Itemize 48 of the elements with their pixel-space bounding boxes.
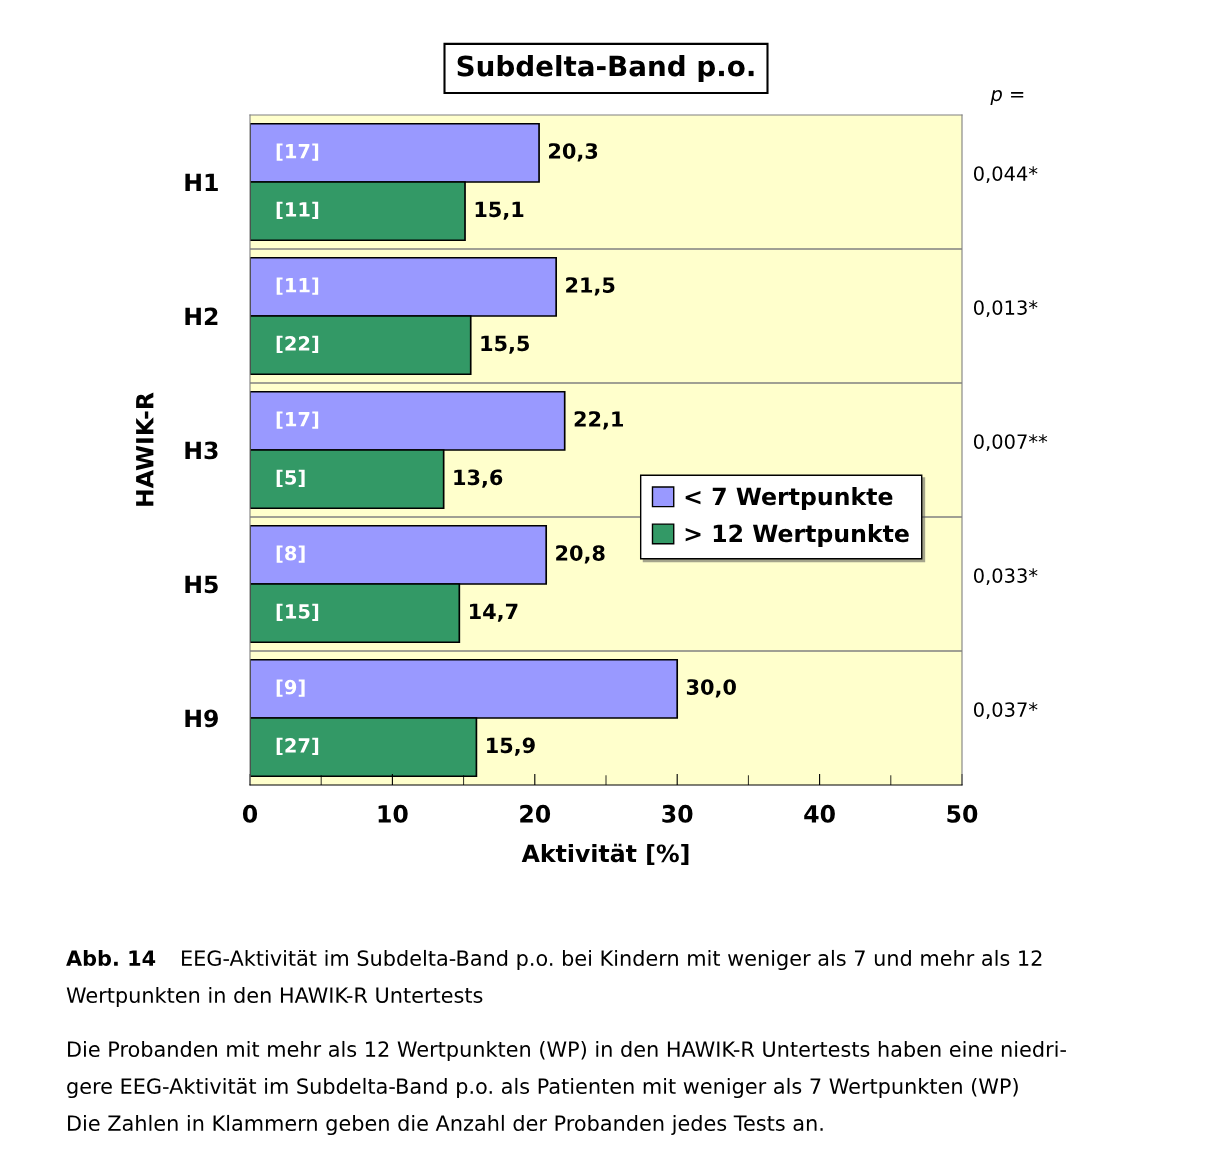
annotation: [27] (276, 737, 319, 756)
y-tick-label: H9 (185, 709, 218, 728)
data-label: 21,5 (566, 277, 615, 296)
text: Wertpunkten in den HAWIK-R Untertests (66, 986, 483, 1008)
text: 0,033* (973, 568, 1038, 585)
x-tick-label: 10 (378, 804, 408, 823)
annotation: [5] (276, 469, 305, 488)
annotation: [9] (276, 679, 305, 697)
data-label: 15,5 (481, 335, 529, 354)
text: 0,044* (973, 166, 1038, 183)
data-label: 15,1 (475, 201, 524, 220)
annotation: [11] (276, 277, 319, 295)
chart-title: Subdelta-Band p.o. (457, 55, 754, 82)
text: Die Zahlen in Klammern geben die Anzahl der Probanden jedes Tests an. (68, 1114, 823, 1136)
data-label: 30,0 (686, 679, 736, 698)
y-tick-label: H2 (185, 307, 218, 325)
x-tick-label: 50 (947, 804, 978, 823)
text: 0,007** (973, 434, 1048, 451)
annotation: [17] (276, 143, 319, 161)
x-tick-label: 0 (242, 804, 258, 823)
y-axis-title: HAWIK-R (136, 392, 154, 506)
text: Die Probanden mit mehr als 12 Wertpunkten (WP) in den HAWIK-R Untertests haben eine niedri- (68, 1040, 1066, 1062)
data-label: 20,8 (556, 545, 605, 564)
data-label: 20,3 (549, 143, 598, 162)
data-label: 14,7 (470, 603, 518, 622)
annotation: [15] (276, 603, 319, 622)
text: EEG-Aktivität im Subdelta-Band p.o. bei Kindern mit weniger als 7 und mehr als 12 (182, 949, 1042, 971)
annotation: [17] (276, 411, 319, 429)
text: gere EEG-Aktivität im Subdelta-Band p.o. als Patienten mit weniger als 7 Wertpunkten (WP) (67, 1077, 1018, 1099)
annotation: [8] (276, 545, 305, 563)
text: 0,037* (973, 702, 1038, 719)
x-tick-label: 40 (804, 804, 835, 823)
x-tick-label: 30 (662, 804, 693, 823)
data-label: 22,1 (574, 411, 624, 430)
annotation: [11] (276, 201, 319, 220)
data-label: 13,6 (454, 469, 503, 488)
text: p = (990, 90, 1024, 105)
x-tick-label: 20 (520, 804, 551, 823)
caption: Abb. 14 (66, 949, 156, 967)
data-label: 15,9 (487, 737, 535, 756)
text: 0,013* (973, 300, 1038, 317)
y-tick-label: H5 (185, 575, 218, 594)
y-tick-label: H3 (185, 441, 218, 460)
x-axis-title: Aktivität [%] (521, 843, 689, 866)
y-tick-label: H1 (185, 173, 218, 191)
legend-label: > 12 Wertpunkte (685, 524, 909, 547)
annotation: [22] (276, 335, 319, 354)
legend-label: < 7 Wertpunkte (685, 487, 893, 510)
